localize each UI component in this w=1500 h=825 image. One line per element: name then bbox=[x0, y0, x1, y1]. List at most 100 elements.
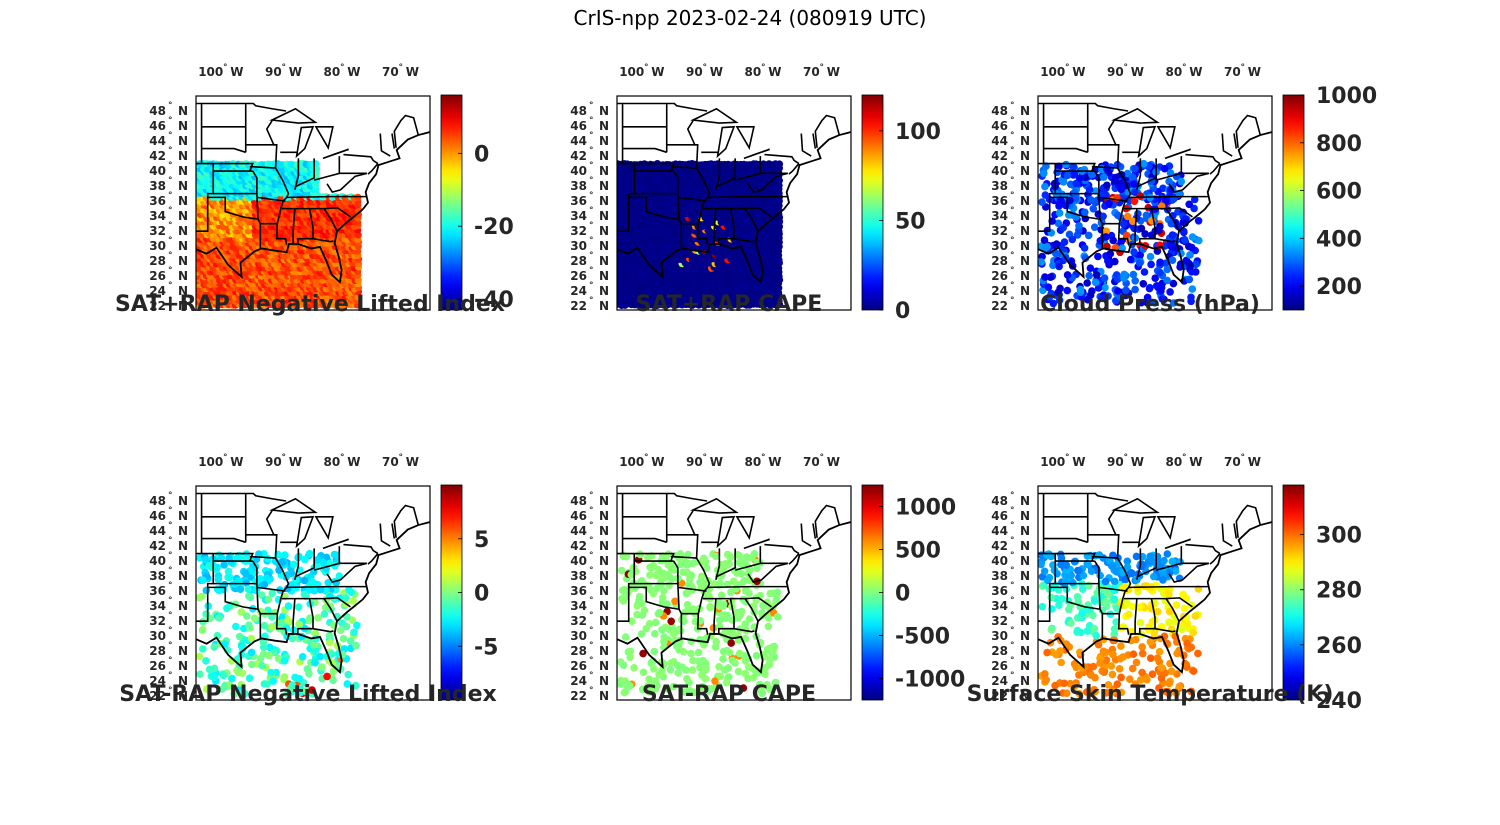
degree-mark: ° bbox=[1010, 131, 1015, 141]
data-point bbox=[344, 670, 352, 679]
lat-hemisphere: N bbox=[178, 149, 188, 163]
data-point bbox=[332, 551, 341, 559]
data-point bbox=[259, 638, 268, 646]
data-point bbox=[1117, 185, 1125, 194]
data-point bbox=[316, 652, 324, 661]
data-point bbox=[228, 674, 236, 683]
great-lake bbox=[1137, 125, 1157, 159]
state-border bbox=[622, 147, 667, 154]
state-border bbox=[1155, 156, 1183, 181]
data-point bbox=[202, 610, 210, 618]
degree-mark: ° bbox=[168, 611, 173, 621]
state-border bbox=[707, 195, 788, 199]
data-point bbox=[1085, 271, 1093, 280]
data-point bbox=[637, 630, 646, 638]
lat-tick-label: 36 bbox=[149, 194, 166, 208]
data-point bbox=[232, 622, 240, 631]
state-border bbox=[1055, 170, 1100, 195]
data-point bbox=[260, 621, 269, 630]
lon-tick-label: 90 bbox=[265, 65, 282, 79]
data-point bbox=[1076, 285, 1085, 294]
state-border bbox=[323, 208, 338, 232]
data-point bbox=[345, 585, 353, 594]
data-point bbox=[260, 580, 269, 589]
state-border bbox=[265, 120, 277, 146]
data-point bbox=[1053, 168, 1061, 177]
degree-mark: ° bbox=[1065, 63, 1070, 73]
state-border bbox=[1136, 158, 1142, 191]
lat-tick-label: 44 bbox=[570, 134, 587, 148]
data-point bbox=[226, 682, 234, 690]
lat-hemisphere: N bbox=[1020, 134, 1030, 148]
data-point bbox=[1105, 199, 1113, 208]
lat-tick-label: 40 bbox=[991, 164, 1008, 178]
lat-hemisphere: N bbox=[599, 209, 609, 223]
lat-hemisphere: N bbox=[178, 554, 188, 568]
lat-tick-label: 40 bbox=[570, 164, 587, 178]
lat-hemisphere: N bbox=[178, 599, 188, 613]
great-lake bbox=[295, 515, 315, 549]
lat-hemisphere: N bbox=[178, 164, 188, 178]
state-border bbox=[196, 162, 254, 172]
colorbar-tick-label: -40 bbox=[474, 288, 514, 313]
data-point bbox=[298, 653, 307, 661]
lon-tick-label: 100 bbox=[198, 65, 223, 79]
data-point bbox=[325, 631, 334, 640]
data-point bbox=[1102, 233, 1110, 241]
data-point bbox=[1169, 212, 1177, 220]
data-point bbox=[1136, 192, 1145, 200]
colorbar bbox=[440, 94, 463, 311]
data-point bbox=[1076, 174, 1085, 182]
state-border bbox=[323, 598, 338, 622]
lat-hemisphere: N bbox=[1020, 224, 1030, 238]
data-point bbox=[1085, 185, 1094, 194]
lat-hemisphere: N bbox=[178, 674, 188, 688]
lat-tick-label: 46 bbox=[149, 509, 166, 523]
data-point bbox=[650, 647, 659, 656]
degree-mark: ° bbox=[1010, 266, 1015, 276]
lat-hemisphere: N bbox=[1020, 239, 1030, 253]
lat-tick-label: 26 bbox=[991, 269, 1008, 283]
state-border bbox=[312, 237, 334, 243]
lat-hemisphere: N bbox=[178, 224, 188, 238]
data-point bbox=[1190, 195, 1199, 204]
degree-mark: ° bbox=[168, 491, 173, 501]
data-point bbox=[1083, 295, 1092, 304]
data-point bbox=[1113, 211, 1122, 219]
lat-hemisphere: N bbox=[178, 629, 188, 643]
degree-mark: ° bbox=[168, 641, 173, 651]
lat-tick-label: 34 bbox=[570, 209, 587, 223]
state-border bbox=[715, 158, 736, 188]
data-point bbox=[329, 676, 337, 685]
degree-mark: ° bbox=[168, 296, 173, 306]
data-point bbox=[1104, 257, 1112, 265]
data-point bbox=[1040, 236, 1049, 244]
data-point bbox=[318, 663, 326, 671]
state-border bbox=[617, 162, 675, 172]
data-point bbox=[351, 681, 360, 690]
data-point bbox=[263, 554, 272, 563]
data-point bbox=[238, 669, 247, 677]
data-point bbox=[1187, 293, 1195, 302]
data-point bbox=[1069, 171, 1078, 179]
data-point bbox=[196, 652, 204, 661]
data-point bbox=[247, 634, 256, 643]
data-point bbox=[1069, 162, 1078, 171]
lon-hemisphere: W bbox=[710, 65, 723, 79]
lon-hemisphere: W bbox=[230, 455, 243, 469]
lat-tick-label: 42 bbox=[149, 539, 166, 553]
state-border bbox=[256, 196, 286, 202]
state-border bbox=[1038, 162, 1096, 172]
data-point bbox=[264, 595, 273, 604]
state-border bbox=[1134, 208, 1138, 244]
figure-title: CrIS-npp 2023-02-24 (080919 UTC) bbox=[573, 6, 927, 30]
great-lake bbox=[1111, 107, 1160, 124]
data-point bbox=[1049, 299, 1058, 308]
state-border bbox=[1038, 163, 1057, 232]
state-border bbox=[1233, 133, 1238, 149]
lon-tick-label: 80 bbox=[324, 65, 341, 79]
panel-title: SAT-RAP Negative Lifted Index bbox=[119, 682, 497, 707]
data-point bbox=[280, 673, 289, 681]
lat-hemisphere: N bbox=[1020, 164, 1030, 178]
data-point bbox=[268, 589, 277, 597]
